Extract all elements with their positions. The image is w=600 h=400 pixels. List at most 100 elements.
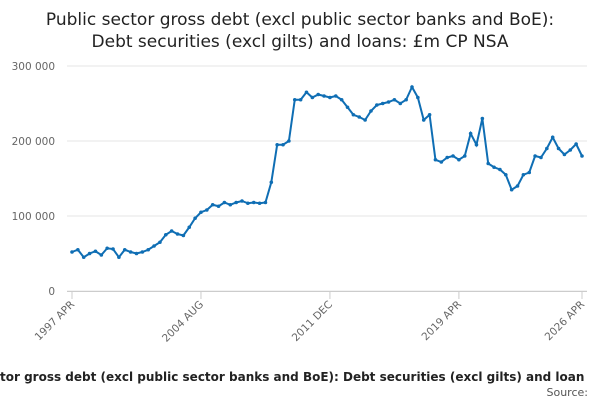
point — [468, 131, 473, 136]
point — [251, 200, 256, 205]
point — [533, 154, 537, 158]
x-tick-label: 2026 APR — [543, 299, 587, 343]
point — [404, 97, 408, 102]
point — [480, 116, 485, 121]
point — [234, 200, 238, 205]
point — [451, 154, 455, 158]
point — [562, 152, 567, 157]
point — [93, 249, 98, 254]
point — [210, 202, 215, 207]
source: Source: — [547, 386, 589, 399]
point — [398, 101, 403, 106]
point — [545, 146, 549, 151]
point — [292, 97, 297, 102]
point — [117, 255, 121, 260]
point — [281, 142, 285, 147]
point — [158, 240, 162, 245]
point — [152, 244, 156, 248]
point — [375, 103, 379, 107]
point — [492, 165, 496, 170]
point — [515, 184, 520, 188]
point — [140, 250, 145, 254]
point — [556, 146, 561, 151]
chart-title: Public sector gross debt (excl public se… — [46, 10, 554, 30]
footer-title: tor gross debt (excl public sector banks… — [0, 370, 584, 384]
point — [539, 155, 543, 160]
point — [574, 142, 578, 146]
point — [433, 157, 438, 162]
point — [134, 251, 139, 256]
point — [357, 115, 362, 119]
y-tick-label: 0 — [48, 286, 55, 298]
point — [163, 232, 168, 237]
point — [521, 172, 526, 177]
point — [304, 90, 309, 95]
chart-title: Debt securities (excl gilts) and loans: … — [92, 32, 509, 52]
point — [474, 142, 479, 147]
point — [486, 161, 491, 166]
point — [128, 250, 133, 254]
point — [550, 135, 555, 140]
point — [316, 92, 321, 97]
point — [87, 251, 92, 256]
point — [580, 154, 584, 158]
point — [216, 204, 221, 209]
y-tick-label: 300 000 — [12, 61, 55, 73]
point — [287, 139, 291, 143]
point — [445, 155, 449, 160]
point — [122, 247, 127, 252]
point — [568, 148, 573, 152]
point — [228, 202, 233, 207]
point — [462, 154, 467, 158]
point — [345, 105, 350, 110]
point — [380, 101, 385, 106]
point — [527, 170, 532, 175]
point — [509, 187, 514, 192]
x-tick-label: 1997 APR — [33, 299, 77, 343]
x-tick-label: 2019 APR — [420, 299, 464, 343]
point — [263, 200, 268, 205]
point — [310, 95, 315, 100]
point — [339, 97, 344, 102]
point — [169, 229, 174, 233]
point — [351, 112, 356, 117]
point — [193, 216, 197, 221]
point — [199, 210, 203, 215]
point — [322, 94, 326, 98]
y-tick-label: 100 000 — [12, 211, 55, 223]
point — [70, 250, 74, 254]
point — [503, 172, 508, 177]
point — [333, 94, 338, 98]
point — [146, 247, 151, 252]
point — [457, 157, 461, 162]
point — [257, 201, 262, 206]
point — [416, 95, 420, 100]
point — [222, 200, 227, 205]
point — [410, 85, 414, 89]
point — [439, 160, 444, 164]
point — [298, 97, 303, 102]
point — [269, 180, 274, 185]
point — [111, 247, 115, 251]
point — [498, 167, 502, 172]
point — [99, 253, 104, 257]
point — [205, 208, 209, 212]
point — [240, 199, 244, 203]
point — [369, 109, 373, 113]
line — [71, 84, 583, 259]
x-tick-label: 2011 DEC — [290, 299, 335, 344]
point — [181, 233, 186, 238]
y-tick-label: 200 000 — [12, 136, 55, 148]
point — [421, 118, 426, 122]
point — [386, 100, 391, 104]
point — [175, 232, 180, 236]
point — [328, 95, 332, 100]
point — [76, 247, 80, 252]
point — [275, 142, 279, 147]
point — [246, 201, 250, 206]
x-tick-label: 2004 AUG — [160, 299, 206, 345]
point — [187, 225, 192, 230]
point — [105, 246, 109, 251]
point — [363, 118, 367, 122]
